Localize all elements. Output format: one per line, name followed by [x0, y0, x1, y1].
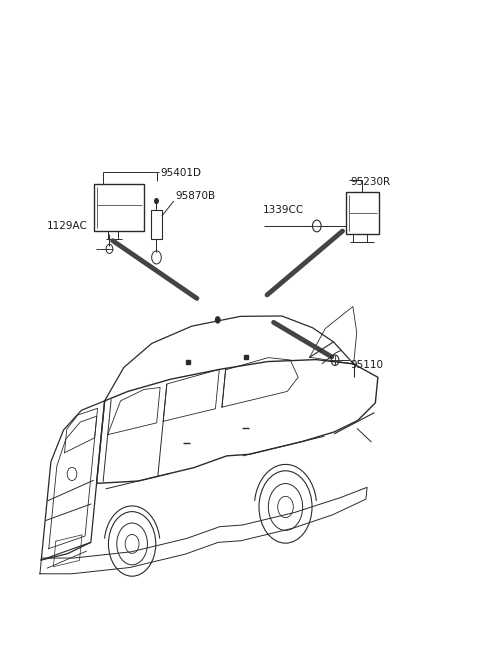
Bar	[151, 210, 162, 239]
Text: 1339CC: 1339CC	[263, 205, 304, 215]
Text: 95870B: 95870B	[175, 191, 216, 201]
Circle shape	[216, 316, 220, 323]
Circle shape	[155, 198, 158, 204]
Bar	[346, 192, 379, 234]
Text: 95401D: 95401D	[161, 168, 202, 178]
Bar	[94, 184, 144, 231]
Text: 95230R: 95230R	[350, 177, 391, 187]
Text: 1129AC: 1129AC	[47, 221, 88, 231]
Text: 95110: 95110	[350, 360, 384, 370]
